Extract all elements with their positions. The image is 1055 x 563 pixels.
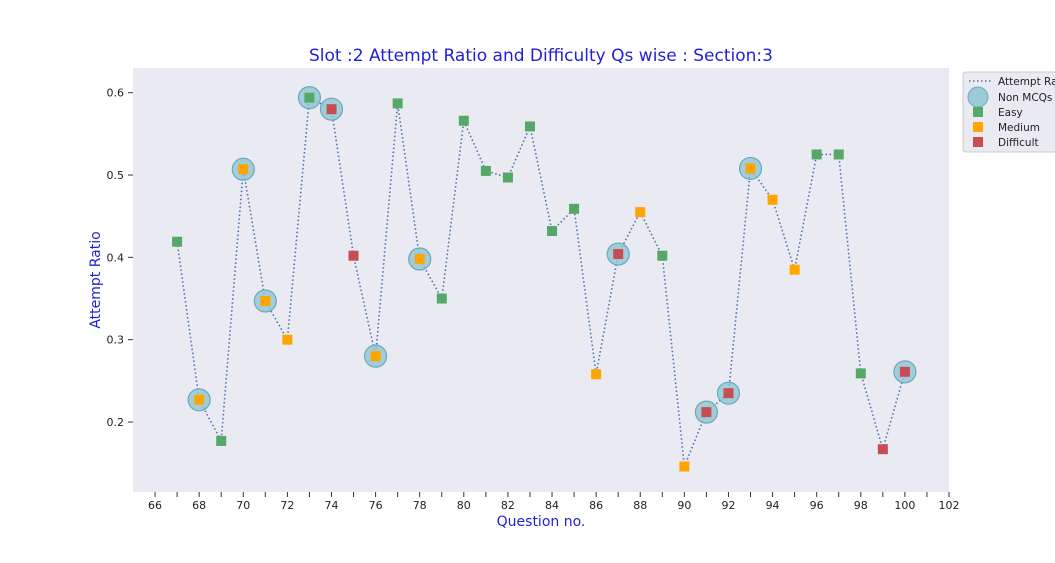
- x-tick-label: 86: [589, 499, 603, 512]
- attempt-ratio-polyline: [176, 96, 906, 467]
- x-axis-label: Question no.: [497, 514, 586, 530]
- point-q86-medium: [591, 369, 602, 380]
- x-tick-label: 102: [939, 499, 960, 512]
- x-tick-label: 98: [854, 499, 868, 512]
- y-tick-label: 0.2: [107, 416, 125, 429]
- chart-title: Slot :2 Attempt Ratio and Difficulty Qs …: [309, 46, 773, 66]
- x-tick-label: 74: [324, 499, 338, 512]
- x-tick-label: 100: [894, 499, 915, 512]
- point-q97-easy: [833, 149, 844, 160]
- point-q99-difficult: [877, 444, 888, 455]
- point-q71-medium: [260, 295, 271, 306]
- legend-easy-swatch: [973, 107, 983, 117]
- x-tick-label: 78: [413, 499, 427, 512]
- legend-label-attempt-ratio: Attempt Ratio: [998, 76, 1055, 88]
- attempt-ratio-line: [176, 96, 906, 467]
- x-tick-label: 96: [810, 499, 824, 512]
- point-q82-easy: [502, 172, 513, 183]
- legend-label-medium: Medium: [998, 122, 1040, 134]
- point-q79-easy: [436, 293, 447, 304]
- point-q69-easy: [216, 435, 227, 446]
- point-q70-medium: [238, 164, 249, 175]
- point-q90-medium: [679, 461, 690, 472]
- x-tick-label: 92: [721, 499, 735, 512]
- y-tick-label: 0.6: [107, 87, 125, 100]
- point-q67-easy: [172, 236, 183, 247]
- point-q76-medium: [370, 351, 381, 362]
- y-axis: 0.2 0.3 0.4 0.5 0.6: [107, 87, 133, 429]
- point-q84-easy: [547, 226, 558, 237]
- point-q92-difficult: [723, 388, 734, 399]
- x-tick-label: 80: [457, 499, 471, 512]
- x-tick-label: 68: [192, 499, 206, 512]
- point-q87-difficult: [613, 249, 624, 260]
- legend-label-non-mcqs: Non MCQs: [998, 92, 1052, 104]
- x-tick-label: 66: [148, 499, 162, 512]
- x-tick-label: 94: [766, 499, 780, 512]
- point-q74-difficult: [326, 104, 337, 115]
- point-q85-easy: [569, 203, 580, 214]
- x-tick-label: 84: [545, 499, 559, 512]
- x-tick-label: 76: [369, 499, 383, 512]
- legend-non-mcq-swatch: [967, 86, 989, 108]
- x-tick-label: 88: [633, 499, 647, 512]
- point-q78-medium: [414, 254, 425, 265]
- y-tick-label: 0.3: [107, 334, 125, 347]
- point-q96-easy: [811, 149, 822, 160]
- legend-difficult-swatch: [973, 137, 983, 147]
- difficulty-markers: [172, 92, 910, 472]
- y-axis-label: Attempt Ratio: [88, 231, 104, 328]
- point-q68-medium: [194, 394, 205, 405]
- point-q72-medium: [282, 334, 293, 345]
- legend-label-difficult: Difficult: [998, 137, 1039, 149]
- legend-label-easy: Easy: [998, 107, 1023, 119]
- y-tick-label: 0.4: [107, 251, 125, 264]
- point-q93-medium: [745, 163, 756, 174]
- legend: Attempt Ratio Non MCQs Easy Medium Diffi…: [962, 71, 1055, 153]
- point-q100-difficult: [899, 366, 910, 377]
- point-q95-medium: [789, 264, 800, 275]
- point-q77-easy: [392, 98, 403, 109]
- x-tick-label: 90: [677, 499, 691, 512]
- point-q81-easy: [480, 165, 491, 176]
- point-q75-difficult: [348, 250, 359, 261]
- y-tick-label: 0.5: [107, 169, 125, 182]
- point-q91-difficult: [701, 407, 712, 418]
- point-q94-medium: [767, 194, 778, 205]
- point-q80-easy: [458, 115, 469, 126]
- plot-area: [133, 68, 949, 492]
- point-q73-easy: [304, 92, 315, 103]
- legend-medium-swatch: [973, 122, 983, 132]
- point-q83-easy: [524, 121, 535, 132]
- x-tick-label: 82: [501, 499, 515, 512]
- x-tick-label: 72: [280, 499, 294, 512]
- x-axis: 66 68 70 72 74 76 78 80 82 84 86 88 90 92 94 96 98 100 102: [148, 492, 960, 512]
- point-q89-easy: [657, 250, 668, 261]
- x-tick-label: 70: [236, 499, 250, 512]
- point-q98-easy: [855, 368, 866, 379]
- point-q88-medium: [635, 207, 646, 218]
